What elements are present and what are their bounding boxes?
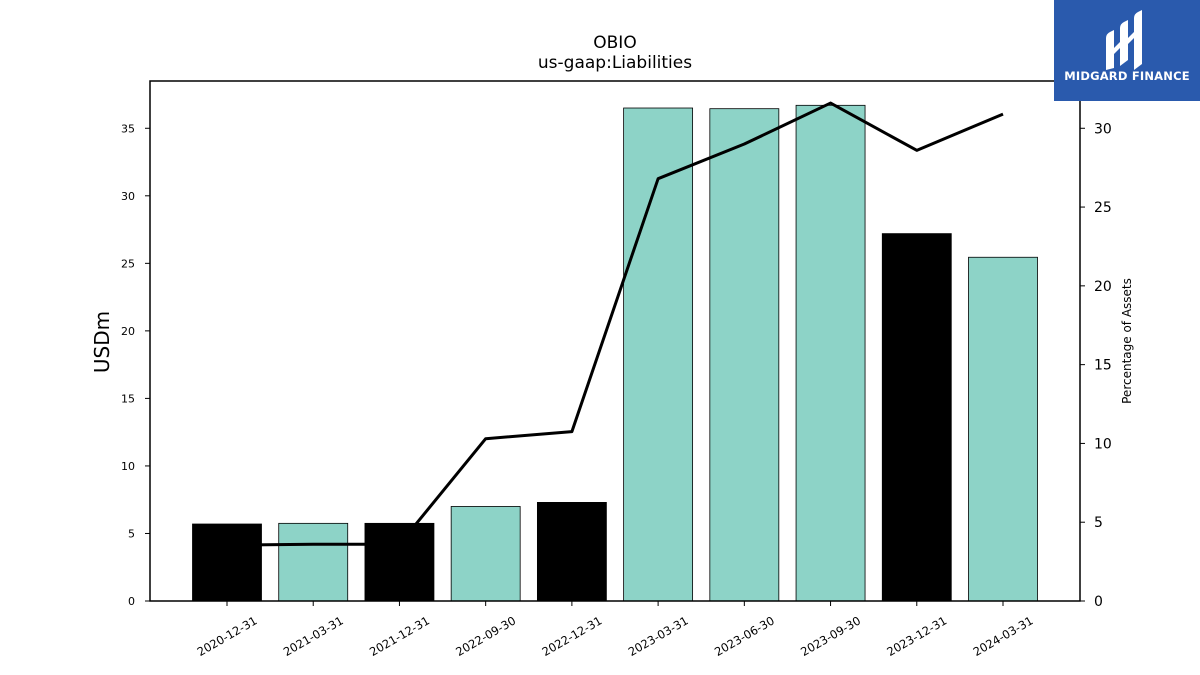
y2-axis-label: Percentage of Assets [1120, 278, 1134, 404]
y-tick-label: 30 [121, 190, 135, 203]
y-tick-label: 5 [128, 527, 135, 540]
x-tick-label: 2024-03-31 [971, 613, 1036, 659]
x-tick-label: 2023-12-31 [884, 613, 949, 659]
logo-text: MIDGARD FINANCE [1064, 69, 1190, 83]
y-tick-label: 15 [121, 392, 135, 405]
bar [968, 256, 1038, 602]
bar [709, 108, 780, 602]
y-axis-label: USDm [90, 311, 114, 373]
x-tick-label: 2021-12-31 [367, 613, 432, 659]
bar [881, 233, 952, 602]
x-tick-label: 2022-12-31 [540, 613, 605, 659]
chart-subtitle: us-gaap:Liabilities [538, 53, 692, 73]
y-tick-label: 20 [121, 325, 135, 338]
x-tick-label: 2023-03-31 [626, 613, 691, 659]
bar [364, 522, 435, 602]
bar [450, 506, 521, 602]
bar [795, 104, 866, 602]
x-tick-label: 2022-09-30 [453, 613, 518, 659]
y2-tick-label: 5 [1094, 515, 1103, 531]
bar [536, 502, 607, 602]
midgard-logo: MIDGARD FINANCE [1054, 0, 1200, 101]
x-tick-label: 2021-03-31 [281, 613, 346, 659]
bars-group [192, 104, 1038, 602]
bar [278, 522, 349, 602]
series-line [226, 101, 1004, 547]
axes-group: 0 5 10 15 20 25 30 35 0 5 10 15 20 25 30 2020-12-31 2021… [121, 80, 1112, 659]
y-tick-label: 35 [121, 122, 135, 135]
chart-title: OBIO [593, 33, 636, 53]
y2-tick-label: 25 [1094, 200, 1112, 216]
bar [192, 523, 262, 602]
line-group [226, 101, 1004, 547]
y2-tick-label: 20 [1094, 279, 1112, 295]
y-tick-label: 10 [121, 460, 135, 473]
y2-tick-label: 15 [1094, 358, 1112, 374]
y2-tick-label: 10 [1094, 436, 1112, 452]
x-tick-label: 2023-06-30 [712, 613, 777, 659]
midgard-logo-icon [1106, 10, 1142, 70]
plot-frame [149, 80, 1081, 602]
x-tick-label: 2020-12-31 [195, 613, 260, 659]
y2-tick-label: 0 [1094, 594, 1103, 610]
y-tick-label: 0 [128, 595, 135, 608]
y-tick-label: 25 [121, 257, 135, 270]
x-tick-label: 2023-09-30 [798, 613, 863, 659]
y2-tick-label: 30 [1094, 121, 1112, 137]
bar [623, 107, 694, 602]
